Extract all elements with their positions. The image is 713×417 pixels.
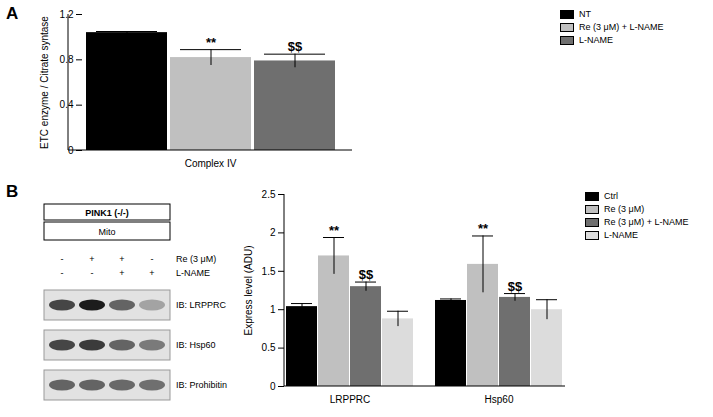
svg-text:-: -	[91, 268, 94, 278]
svg-text:0.4: 0.4	[60, 99, 74, 110]
svg-text:IB: Hsp60: IB: Hsp60	[176, 340, 216, 350]
svg-text:**: **	[206, 35, 217, 50]
svg-text:+: +	[119, 254, 124, 264]
svg-text:+: +	[89, 254, 94, 264]
html-text:Re (3 μM) + L-NAME: Re (3 μM) + L-NAME	[579, 22, 664, 32]
svg-text:**: **	[329, 223, 340, 238]
svg-text:ETC enzyme / Citrate syntase: ETC enzyme / Citrate syntase	[39, 16, 50, 149]
svg-text:IB: Prohibitin: IB: Prohibitin	[176, 380, 227, 390]
svg-text:$$: $$	[288, 39, 303, 54]
svg-text:LRPPRC: LRPPRC	[330, 394, 371, 405]
html-text:Re (3 μM) + L-NAME: Re (3 μM) + L-NAME	[604, 217, 689, 227]
svg-text:1.2: 1.2	[60, 9, 74, 20]
svg-text:+: +	[119, 268, 124, 278]
svg-text:Hsp60: Hsp60	[485, 394, 514, 405]
svg-text:+: +	[149, 268, 154, 278]
svg-text:0: 0	[67, 144, 74, 156]
svg-text:Re (3 μM): Re (3 μM)	[176, 254, 216, 264]
svg-text:2.5: 2.5	[262, 189, 276, 200]
svg-text:Mito: Mito	[98, 227, 115, 237]
html-text:Re (3 μM): Re (3 μM)	[604, 204, 645, 214]
svg-text:PINK1 (-/-): PINK1 (-/-)	[85, 208, 129, 218]
html-text:NT: NT	[579, 9, 591, 19]
svg-text:$$: $$	[359, 267, 374, 282]
svg-text:Express level (ADU): Express level (ADU)	[243, 245, 254, 335]
svg-text:**: **	[478, 221, 489, 236]
svg-text:0.8: 0.8	[60, 54, 74, 65]
html-text:Ctrl: Ctrl	[604, 191, 618, 201]
html-text:A: A	[6, 4, 19, 23]
svg-text:1.5: 1.5	[262, 266, 276, 277]
svg-text:0.5: 0.5	[262, 342, 276, 353]
svg-text:2: 2	[270, 227, 276, 238]
svg-text:-: -	[61, 268, 64, 278]
html-text:L-NAME: L-NAME	[604, 230, 638, 240]
html-text:L-NAME: L-NAME	[579, 35, 613, 45]
svg-text:0: 0	[270, 381, 276, 392]
svg-text:1: 1	[270, 304, 276, 315]
html-text:B: B	[6, 182, 19, 201]
svg-text:IB: LRPPRC: IB: LRPPRC	[176, 300, 227, 310]
svg-text:$$: $$	[508, 279, 523, 294]
svg-text:-: -	[61, 254, 64, 264]
svg-text:Complex IV: Complex IV	[185, 158, 237, 169]
svg-text:-: -	[151, 254, 154, 264]
svg-text:L-NAME: L-NAME	[176, 268, 210, 278]
